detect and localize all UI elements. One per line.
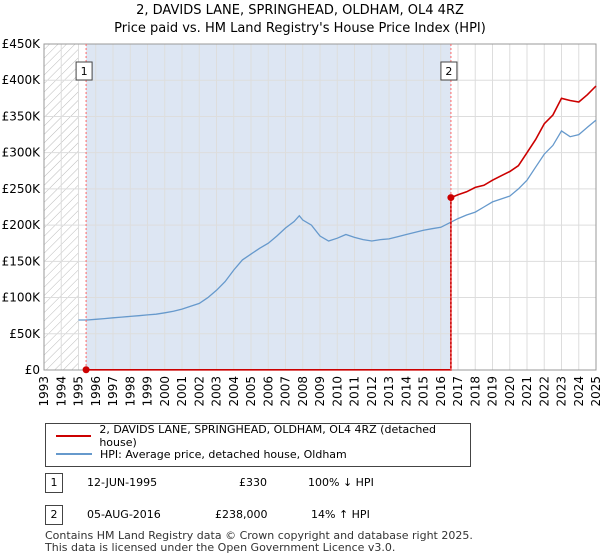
- x-tick-label: 2012: [365, 376, 379, 407]
- chart-legend: 2, DAVIDS LANE, SPRINGHEAD, OLDHAM, OL4 …: [45, 423, 471, 467]
- chart-title: 2, DAVIDS LANE, SPRINGHEAD, OLDHAM, OL4 …: [136, 3, 464, 18]
- y-tick-label: £0: [25, 363, 40, 377]
- x-tick-label: 1994: [54, 376, 68, 407]
- x-tick-label: 2014: [399, 376, 413, 407]
- x-tick-label: 2008: [296, 376, 310, 407]
- x-tick-label: 2023: [555, 376, 569, 407]
- x-tick-label: 2011: [348, 376, 362, 407]
- transaction-date: 05-AUG-2016: [87, 508, 161, 521]
- transaction-marker-number: 1: [81, 65, 88, 78]
- transaction-point: [447, 194, 455, 202]
- footer-line-2: This data is licensed under the Open Gov…: [45, 541, 396, 554]
- y-tick-label: £300K: [2, 146, 42, 160]
- x-tick-label: 2018: [468, 376, 482, 407]
- x-tick-label: 2009: [313, 376, 327, 407]
- x-tick-label: 2024: [572, 376, 586, 407]
- x-tick-label: 2020: [503, 376, 517, 407]
- x-tick-label: 2022: [537, 376, 551, 407]
- x-tick-label: 2025: [589, 376, 600, 407]
- transaction-price: £330: [239, 476, 267, 489]
- price-chart: 2, DAVIDS LANE, SPRINGHEAD, OLDHAM, OL4 …: [2, 3, 600, 407]
- footer-attribution: Contains HM Land Registry data © Crown c…: [45, 530, 473, 554]
- transaction-marker-box: [75, 61, 93, 81]
- x-tick-label: 2007: [279, 376, 293, 407]
- chart-subtitle: Price paid vs. HM Land Registry's House …: [114, 21, 486, 36]
- x-tick-label: 1995: [72, 376, 86, 407]
- x-tick-label: 2003: [210, 376, 224, 407]
- x-tick-label: 1993: [37, 376, 51, 407]
- x-tick-label: 2006: [261, 376, 275, 407]
- legend-label-property: 2, DAVIDS LANE, SPRINGHEAD, OLDHAM, OL4 …: [99, 423, 437, 449]
- x-tick-label: 2001: [175, 376, 189, 407]
- x-tick-label: 2000: [158, 376, 172, 407]
- x-tick-label: 1999: [141, 376, 155, 407]
- footer-line-1: Contains HM Land Registry data © Crown c…: [45, 529, 473, 542]
- transaction-marker-number: 2: [445, 65, 452, 78]
- transaction-marker-box: [440, 61, 458, 81]
- legend-swatch-property: [56, 435, 92, 437]
- y-tick-label: £100K: [2, 291, 42, 305]
- legend-swatch-hpi: [56, 453, 92, 455]
- x-tick-label: 1997: [106, 376, 120, 407]
- y-tick-label: £450K: [2, 37, 42, 51]
- transaction-number: 2: [45, 505, 63, 525]
- transaction-price: £238,000: [215, 508, 268, 521]
- x-tick-label: 2016: [434, 376, 448, 407]
- x-tick-label: 2021: [520, 376, 534, 407]
- y-tick-label: £400K: [2, 73, 42, 87]
- legend-label-hpi: HPI: Average price, detached house, Oldh…: [100, 447, 347, 461]
- x-tick-label: 2017: [451, 376, 465, 407]
- x-tick-label: 2004: [227, 376, 241, 407]
- x-tick-label: 2002: [192, 376, 206, 407]
- transaction-date: 12-JUN-1995: [87, 476, 158, 489]
- transaction-hpi-diff: 100% ↓ HPI: [308, 476, 374, 489]
- y-tick-label: £250K: [2, 182, 42, 196]
- transaction-number: 1: [45, 473, 63, 493]
- x-tick-label: 2019: [486, 376, 500, 407]
- x-tick-label: 1998: [123, 376, 137, 407]
- legend-item-property: 2, DAVIDS LANE, SPRINGHEAD, OLDHAM, OL4 …: [56, 423, 470, 449]
- x-tick-label: 2013: [382, 376, 396, 407]
- x-tick-label: 1996: [89, 376, 103, 407]
- y-tick-label: £50K: [9, 327, 41, 341]
- unshaded-region: [450, 44, 596, 370]
- y-tick-label: £150K: [2, 254, 42, 268]
- transaction-hpi-diff: 14% ↑ HPI: [311, 508, 370, 521]
- legend-item-hpi: HPI: Average price, detached house, Oldh…: [56, 445, 347, 463]
- y-tick-label: £200K: [2, 218, 42, 232]
- y-tick-label: £350K: [2, 109, 42, 123]
- property-series-line: [86, 85, 597, 371]
- x-tick-label: 2010: [330, 376, 344, 407]
- x-tick-label: 2015: [417, 376, 431, 407]
- transaction-point: [82, 366, 90, 374]
- hpi-series-line: [78, 119, 597, 321]
- x-tick-label: 2005: [244, 376, 258, 407]
